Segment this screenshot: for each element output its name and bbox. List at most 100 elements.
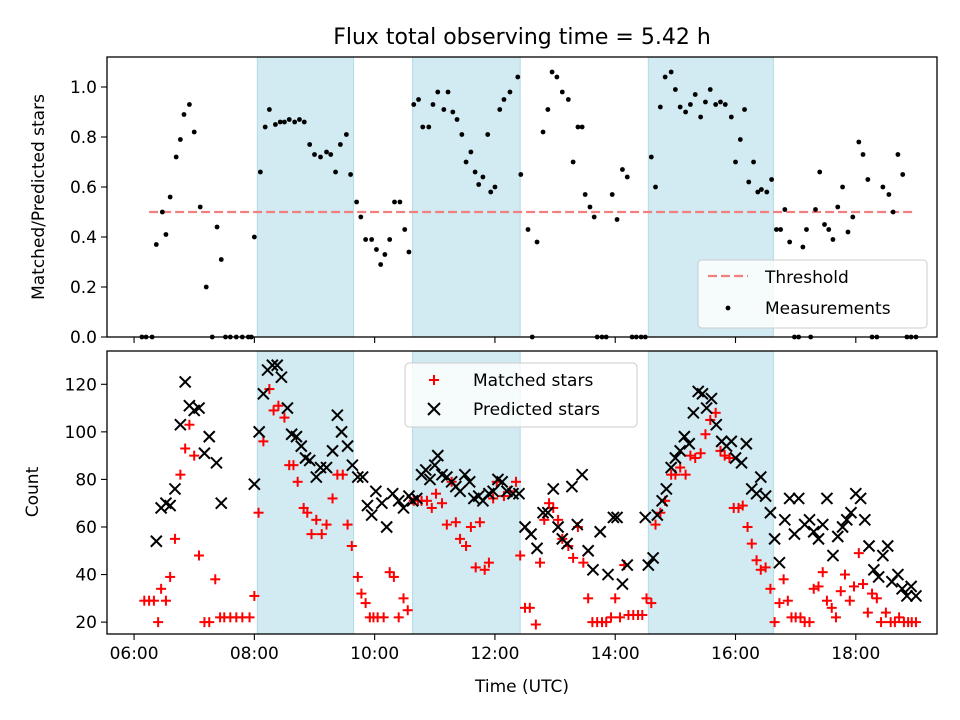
predicted-point <box>768 532 781 546</box>
predicted-point <box>710 418 723 431</box>
predicted-point <box>669 451 682 465</box>
measurement-point <box>348 172 353 177</box>
matched-point <box>360 598 371 609</box>
measurement-point <box>518 172 524 177</box>
matched-point <box>700 429 711 440</box>
measurement-point <box>856 139 862 145</box>
measurement-point <box>835 204 841 210</box>
counts-xtick-label: 08:00 <box>230 644 279 664</box>
matched-point <box>530 619 541 630</box>
measurement-point <box>804 227 809 232</box>
measurement-point <box>554 74 560 80</box>
measurement-point <box>525 227 531 232</box>
measurement-point <box>337 142 343 147</box>
matched-point <box>316 529 327 540</box>
measurement-point <box>392 199 397 205</box>
predicted-point <box>858 513 872 527</box>
predicted-point <box>310 470 323 484</box>
predicted-point <box>862 539 876 553</box>
predicted-point <box>816 518 829 531</box>
measurement-point <box>587 204 593 210</box>
ratio-panel-frame <box>106 56 938 338</box>
predicted-point <box>392 494 405 508</box>
predicted-point <box>551 520 565 534</box>
matched-point <box>461 541 472 552</box>
measurement-point <box>758 187 764 192</box>
predicted-point <box>783 492 796 505</box>
measurement-point <box>614 217 620 222</box>
predicted-point <box>788 527 801 541</box>
measurements-legend-icon <box>725 305 731 311</box>
predicted-point <box>178 375 192 389</box>
predicted-point <box>281 401 294 415</box>
measurement-point <box>387 237 393 242</box>
predicted-point <box>397 501 410 515</box>
predicted-point <box>295 439 308 453</box>
matched-point <box>510 476 521 487</box>
measurement-point <box>549 69 555 75</box>
predicted-point <box>290 430 303 443</box>
matched-point <box>695 448 706 459</box>
predicted-point <box>610 511 624 524</box>
matched-point <box>804 617 815 628</box>
predicted-point <box>621 558 634 572</box>
matched-point <box>853 548 864 559</box>
measurement-point <box>683 109 688 115</box>
measurement-point <box>817 169 823 175</box>
matched-point <box>465 521 476 532</box>
counts-legend: Matched stars Predicted stars <box>404 362 638 428</box>
matched-point <box>474 517 485 528</box>
measurement-point <box>692 92 698 97</box>
predicted-point <box>463 475 476 489</box>
measurement-point <box>406 249 412 255</box>
predicted-point <box>764 506 777 519</box>
predicted-point <box>754 470 767 484</box>
measurement-point <box>668 69 674 75</box>
matched-point <box>175 469 186 480</box>
measurement-point <box>703 99 708 105</box>
counts-panel-frame <box>106 350 938 635</box>
measurement-point <box>382 252 388 257</box>
matched-point <box>244 612 255 623</box>
matched-point <box>724 453 735 464</box>
measurement-point <box>570 159 576 165</box>
matched-point <box>641 593 652 604</box>
predicted-point <box>346 458 359 472</box>
predicted-point <box>616 577 629 591</box>
predicted-legend-icon <box>427 402 441 416</box>
matched-point <box>153 617 164 628</box>
measurement-point <box>450 109 456 115</box>
measurement-point <box>454 117 460 122</box>
predicted-point <box>192 401 206 415</box>
measurement-point <box>895 152 901 157</box>
measurement-point <box>787 239 793 245</box>
predicted-point <box>664 461 678 474</box>
measurement-point <box>900 172 906 177</box>
measurement-point <box>301 119 307 125</box>
predicted-point <box>410 492 423 505</box>
measurement-point <box>774 227 779 232</box>
predicted-point <box>341 439 354 453</box>
measurement-point <box>191 129 197 135</box>
predicted-legend-label: Predicted stars <box>473 400 600 420</box>
measurement-point <box>292 119 298 125</box>
matched-point <box>311 514 322 525</box>
measurement-point <box>728 114 734 120</box>
predicted-point <box>326 444 339 458</box>
predicted-point <box>458 468 472 481</box>
measurement-point <box>545 107 551 112</box>
matched-point <box>650 519 661 530</box>
measurement-point <box>624 174 630 180</box>
predicted-point <box>524 527 538 541</box>
predicted-point <box>375 496 389 510</box>
matched-point <box>148 595 159 606</box>
predicted-point <box>682 437 696 450</box>
matched-point <box>393 612 404 623</box>
measurement-point <box>620 167 625 172</box>
predicted-point <box>369 485 383 498</box>
matched-point <box>210 574 221 585</box>
matched-point <box>455 533 466 544</box>
matched-point <box>194 550 205 561</box>
predicted-point <box>660 482 673 496</box>
predicted-point <box>365 508 378 522</box>
